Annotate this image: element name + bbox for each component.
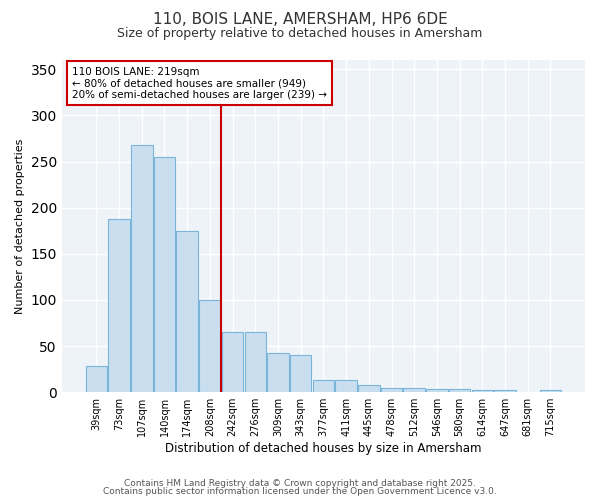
Bar [267, 354, 289, 392]
Bar [313, 380, 334, 392]
Bar [358, 385, 380, 392]
Bar [222, 332, 244, 392]
X-axis label: Distribution of detached houses by size in Amersham: Distribution of detached houses by size … [165, 442, 482, 455]
Bar [403, 388, 425, 392]
Bar [245, 332, 266, 392]
Bar [108, 218, 130, 392]
Y-axis label: Number of detached properties: Number of detached properties [15, 138, 25, 314]
Bar [176, 230, 198, 392]
Bar [472, 390, 493, 392]
Bar [154, 157, 175, 392]
Bar [494, 390, 516, 392]
Bar [335, 380, 357, 392]
Bar [86, 366, 107, 392]
Text: 110, BOIS LANE, AMERSHAM, HP6 6DE: 110, BOIS LANE, AMERSHAM, HP6 6DE [152, 12, 448, 28]
Bar [290, 356, 311, 392]
Bar [539, 390, 561, 392]
Text: Contains public sector information licensed under the Open Government Licence v3: Contains public sector information licen… [103, 487, 497, 496]
Bar [131, 145, 152, 392]
Bar [426, 388, 448, 392]
Bar [381, 388, 402, 392]
Bar [199, 300, 221, 392]
Bar [449, 388, 470, 392]
Text: Contains HM Land Registry data © Crown copyright and database right 2025.: Contains HM Land Registry data © Crown c… [124, 478, 476, 488]
Text: 110 BOIS LANE: 219sqm
← 80% of detached houses are smaller (949)
20% of semi-det: 110 BOIS LANE: 219sqm ← 80% of detached … [72, 66, 327, 100]
Text: Size of property relative to detached houses in Amersham: Size of property relative to detached ho… [118, 28, 482, 40]
